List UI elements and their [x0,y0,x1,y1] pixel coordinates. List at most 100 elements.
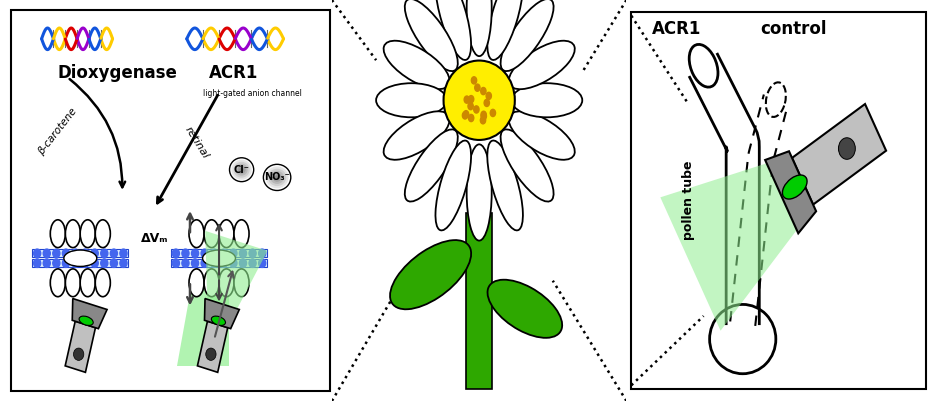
Text: ΔVₘ: ΔVₘ [141,233,168,245]
Ellipse shape [239,168,244,172]
Ellipse shape [467,144,492,241]
Circle shape [490,109,496,117]
Circle shape [201,249,209,257]
Circle shape [481,117,485,124]
Ellipse shape [219,269,234,297]
Ellipse shape [500,0,554,71]
Circle shape [221,259,227,267]
Circle shape [101,259,108,267]
Circle shape [52,249,60,257]
Ellipse shape [79,316,94,326]
Circle shape [230,249,237,257]
Ellipse shape [234,269,249,297]
Ellipse shape [390,240,471,309]
Circle shape [43,249,50,257]
Circle shape [210,249,218,257]
Ellipse shape [65,220,80,247]
Circle shape [110,259,118,267]
Circle shape [259,259,266,267]
Ellipse shape [783,175,807,199]
Text: light-gated anion channel: light-gated anion channel [203,89,302,98]
Ellipse shape [80,220,95,247]
Ellipse shape [405,130,458,202]
Circle shape [468,103,473,110]
Ellipse shape [500,130,554,202]
Circle shape [52,259,60,267]
Ellipse shape [275,175,280,180]
Circle shape [110,249,118,257]
Circle shape [81,259,89,267]
Circle shape [182,259,189,267]
Circle shape [230,259,237,267]
Polygon shape [197,321,228,373]
Circle shape [239,259,247,267]
Polygon shape [72,298,107,329]
Ellipse shape [272,173,281,182]
Ellipse shape [189,220,204,247]
Circle shape [221,249,227,257]
Circle shape [91,249,98,257]
Text: pollen tube: pollen tube [682,161,695,240]
Circle shape [249,249,256,257]
Circle shape [259,249,266,257]
Ellipse shape [204,269,219,297]
Ellipse shape [229,158,253,182]
Text: β-carotene: β-carotene [36,106,79,157]
Polygon shape [466,213,493,389]
Circle shape [72,249,79,257]
FancyBboxPatch shape [33,259,128,267]
Ellipse shape [50,220,65,247]
Circle shape [34,249,41,257]
Circle shape [210,259,218,267]
Ellipse shape [467,0,492,56]
Ellipse shape [189,269,204,297]
Circle shape [74,348,84,360]
Ellipse shape [710,304,776,374]
Circle shape [474,106,479,113]
Circle shape [91,259,98,267]
Ellipse shape [511,83,583,117]
Circle shape [471,77,477,84]
Ellipse shape [436,140,471,231]
Circle shape [482,113,486,120]
Circle shape [172,249,180,257]
Circle shape [468,114,474,122]
Polygon shape [660,163,797,331]
Circle shape [249,259,256,267]
Text: Cl⁻: Cl⁻ [234,165,250,175]
Ellipse shape [204,220,219,247]
Circle shape [43,259,50,267]
FancyBboxPatch shape [171,249,267,257]
Ellipse shape [376,83,447,117]
Ellipse shape [766,82,785,117]
Circle shape [206,348,216,360]
Ellipse shape [80,269,95,297]
Text: control: control [761,20,827,38]
Polygon shape [177,277,229,366]
Text: Dioxygenase: Dioxygenase [58,64,178,82]
Circle shape [182,249,189,257]
Circle shape [120,249,127,257]
Text: NO₃⁻: NO₃⁻ [265,172,290,182]
Circle shape [81,249,89,257]
Circle shape [72,259,79,267]
Ellipse shape [383,111,450,160]
Circle shape [120,259,127,267]
Circle shape [464,96,469,103]
Circle shape [839,138,856,159]
Circle shape [486,92,492,99]
Circle shape [101,249,108,257]
Circle shape [63,249,69,257]
Circle shape [462,112,468,119]
Polygon shape [765,151,816,233]
Ellipse shape [264,164,291,190]
Ellipse shape [487,140,523,231]
Polygon shape [205,298,239,329]
Ellipse shape [95,220,110,247]
FancyBboxPatch shape [171,259,267,267]
Ellipse shape [268,169,286,186]
Ellipse shape [236,164,248,176]
Ellipse shape [64,250,96,266]
Circle shape [239,249,247,257]
Circle shape [63,259,69,267]
